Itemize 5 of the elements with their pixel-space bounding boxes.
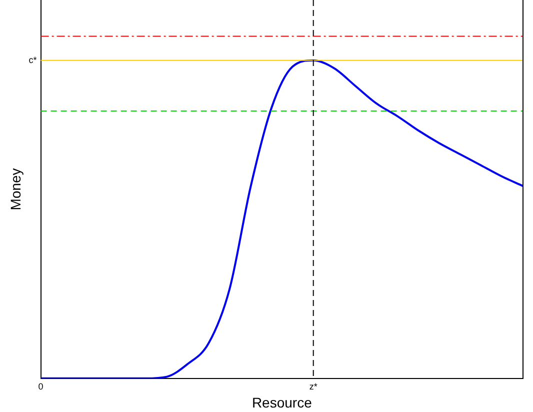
x-tick-label: z* (309, 381, 318, 392)
x-axis-title: Resource (252, 394, 312, 410)
ref-line-label: c* (28, 54, 38, 65)
y-axis-title: Money (7, 168, 24, 210)
x-tick-label: 0 (38, 381, 44, 392)
